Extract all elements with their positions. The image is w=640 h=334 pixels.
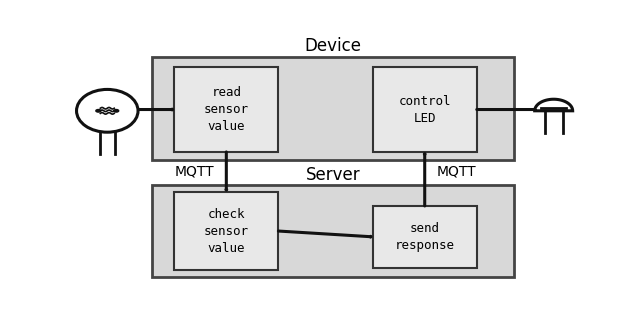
- Text: send
response: send response: [395, 222, 454, 252]
- FancyBboxPatch shape: [372, 67, 477, 152]
- FancyBboxPatch shape: [174, 67, 278, 152]
- FancyBboxPatch shape: [152, 185, 514, 277]
- Polygon shape: [534, 99, 573, 111]
- Ellipse shape: [77, 90, 138, 132]
- Circle shape: [114, 110, 118, 112]
- FancyBboxPatch shape: [174, 192, 278, 270]
- Text: Server: Server: [306, 166, 360, 184]
- FancyBboxPatch shape: [372, 206, 477, 268]
- Text: MQTT: MQTT: [437, 165, 477, 179]
- Text: check
sensor
value: check sensor value: [204, 207, 249, 255]
- Text: control
LED: control LED: [399, 95, 451, 125]
- Text: read
sensor
value: read sensor value: [204, 86, 249, 133]
- Circle shape: [96, 110, 101, 112]
- Text: Device: Device: [305, 37, 362, 55]
- FancyBboxPatch shape: [152, 57, 514, 160]
- Text: MQTT: MQTT: [174, 165, 214, 179]
